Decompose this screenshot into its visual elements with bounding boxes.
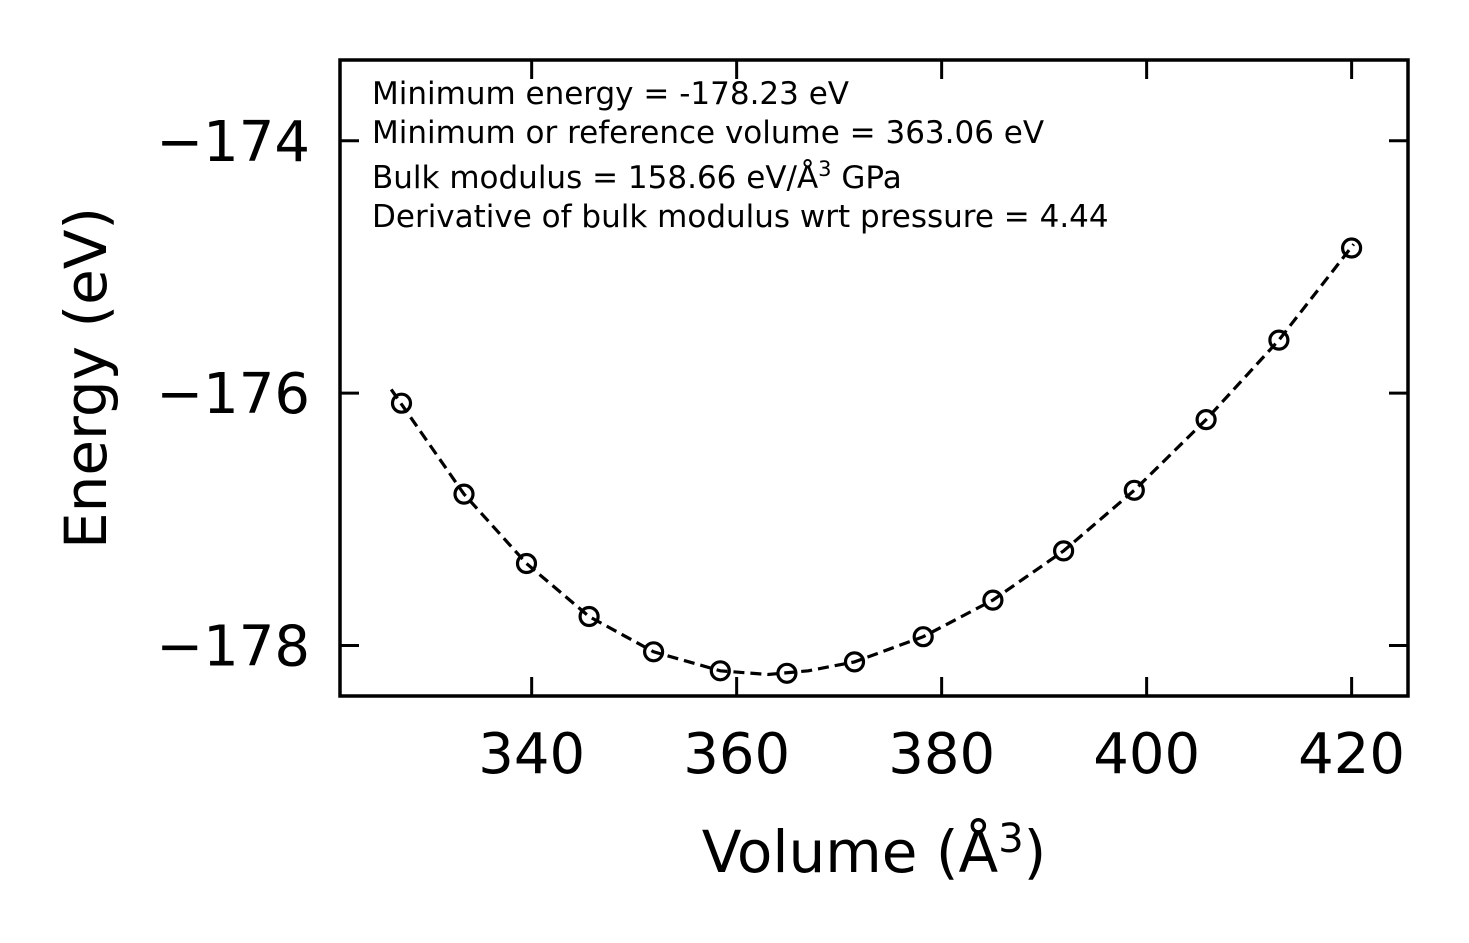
annotation-bulk-modulus-suffix: GPa [832,160,902,196]
data-point [453,483,475,505]
annotation-bulk-modulus-text: Bulk modulus = 158.66 eV/Å [372,160,818,196]
data-point [578,605,600,628]
data-points-layer [390,237,1363,684]
data-point [642,641,665,663]
data-point [709,660,731,682]
y-tick-label: −178 [156,615,310,680]
x-tick-label: 340 [478,722,585,787]
y-axis-title: Energy (eV) [52,207,120,549]
data-point [1195,409,1217,431]
data-point [843,651,866,673]
annotation-bulk-modulus-sup: 3 [818,157,831,181]
annotation-min-volume: Minimum or reference volume = 363.06 eV [372,115,1044,151]
x-tick-label: 400 [1093,722,1200,787]
data-point [776,662,798,684]
data-point [390,392,413,414]
data-point [515,552,538,575]
x-axis-title: Volume (Å3) [702,816,1047,886]
fit-curve [389,243,1355,677]
annotation-bulk-modulus: Bulk modulus = 158.66 eV/Å3 GPa [372,157,902,196]
data-point [1340,237,1363,259]
x-axis-title-sup: 3 [998,816,1023,862]
y-tick-label: −174 [156,110,310,175]
tick-labels-layer: 340 360 380 400 420 −178 −176 −174 [156,110,1405,787]
data-point [912,626,934,648]
x-tick-label: 360 [683,722,790,787]
fit-curve-layer [389,243,1355,677]
x-tick-label: 380 [888,722,995,787]
x-axis-title-close: ) [1024,818,1047,886]
x-tick-label: 420 [1298,722,1405,787]
plot-frame [338,58,1410,698]
data-point [1268,329,1290,351]
y-tick-label: −176 [156,362,310,427]
annotation-bulk-derivative: Derivative of bulk modulus wrt pressure … [372,199,1109,235]
data-point [1123,479,1145,501]
annotation-block: Minimum energy = -178.23 eV Minimum or r… [372,76,1109,235]
annotation-min-energy: Minimum energy = -178.23 eV [372,76,849,112]
x-axis-title-text: Volume (Å [702,817,999,886]
ticks-layer [340,60,1408,696]
data-point [982,589,1004,611]
data-point [1052,540,1075,562]
